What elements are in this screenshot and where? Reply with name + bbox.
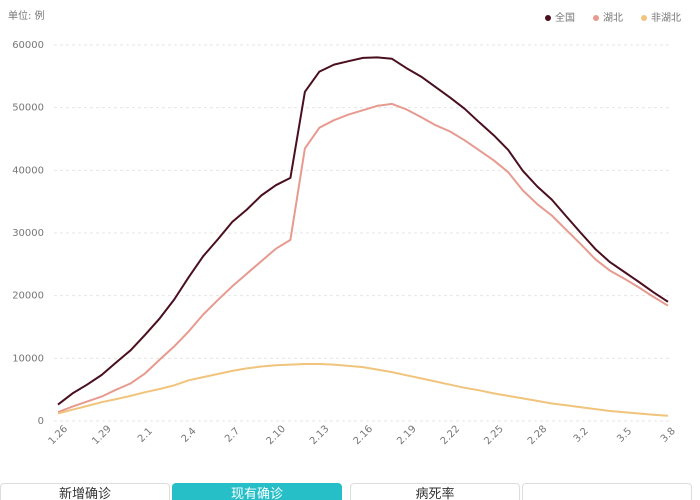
x-tick-label: 2.25 bbox=[482, 424, 506, 448]
tab[interactable]: 现有确诊 bbox=[172, 483, 342, 500]
x-tick-label: 3.5 bbox=[615, 426, 634, 445]
line-series bbox=[57, 102, 669, 414]
y-tick-label: 40000 bbox=[12, 165, 44, 176]
x-tick-label: 2.10 bbox=[264, 424, 288, 448]
legend-label: 全国 bbox=[555, 11, 575, 24]
line-series bbox=[57, 56, 669, 406]
legend-marker bbox=[641, 15, 647, 21]
line-series bbox=[57, 363, 669, 417]
x-tick-label: 3.8 bbox=[659, 426, 678, 445]
x-tick-label: 1.29 bbox=[90, 424, 114, 448]
y-tick-label: 10000 bbox=[12, 353, 44, 364]
chart: 单位: 例 0 10000 20000 30000 40000 50000 60000 1.2… bbox=[8, 9, 681, 448]
x-tick-label: 2.16 bbox=[352, 424, 376, 448]
y-tick-label: 60000 bbox=[12, 40, 44, 51]
x-tick-label: 2.22 bbox=[439, 424, 463, 448]
x-tick-label: 2.4 bbox=[180, 426, 199, 445]
y-unit-label: 单位: 例 bbox=[8, 9, 45, 22]
y-tick-label: 30000 bbox=[12, 228, 44, 239]
x-tick-label: 2.1 bbox=[136, 426, 155, 445]
legend-label: 非湖北 bbox=[651, 12, 681, 24]
y-tick-label: 0 bbox=[38, 416, 44, 427]
x-tick-label: 2.19 bbox=[395, 424, 419, 448]
tab[interactable]: 新增确诊 bbox=[0, 483, 170, 500]
x-tick-label: 1.26 bbox=[47, 424, 71, 448]
legend-marker bbox=[593, 15, 599, 21]
x-tick-label: 2.28 bbox=[526, 424, 550, 448]
x-tick-label: 2.7 bbox=[223, 426, 242, 445]
y-tick-label: 50000 bbox=[12, 103, 44, 114]
x-tick-label: 3.2 bbox=[572, 426, 591, 445]
x-tick-label: 2.13 bbox=[308, 424, 332, 448]
legend-label: 湖北 bbox=[603, 12, 623, 24]
legend-marker bbox=[545, 15, 551, 21]
tab[interactable] bbox=[522, 483, 692, 500]
tab[interactable]: 病死率 bbox=[350, 483, 520, 500]
y-tick-label: 20000 bbox=[12, 291, 44, 302]
